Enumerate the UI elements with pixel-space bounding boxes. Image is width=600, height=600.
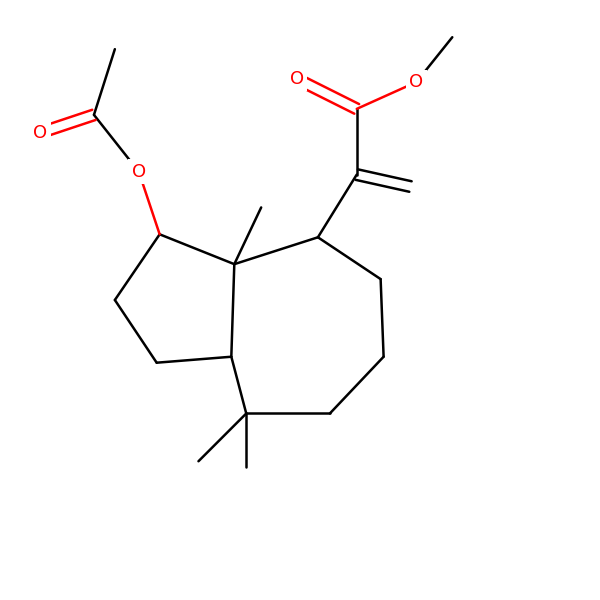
Text: O: O xyxy=(290,70,304,88)
Text: O: O xyxy=(33,124,47,142)
Text: O: O xyxy=(409,73,424,91)
Text: O: O xyxy=(131,163,146,181)
